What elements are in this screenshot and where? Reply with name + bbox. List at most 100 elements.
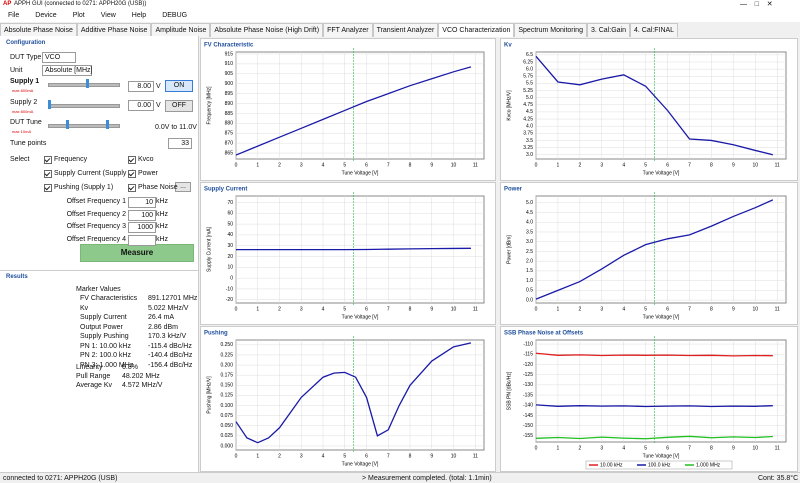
x-tick-label: 6 [666,445,669,451]
number-input[interactable]: 0.00 [128,100,154,111]
menu-item[interactable]: View [100,12,116,19]
x-tick-label: 2 [578,162,581,168]
label: DUT Type [10,54,42,61]
slider-thumb[interactable] [66,120,69,129]
dropdown[interactable]: Absolute [MHz] [42,65,92,76]
label: Offset Frequency 1 [66,198,126,205]
x-tick-label: 2 [578,445,581,451]
x-tick-label: 7 [387,453,390,459]
x-tick-label: 0 [535,445,538,451]
label: Tune points [10,140,47,147]
menu-item[interactable]: File [8,12,20,19]
number-input[interactable]: 10 [128,197,156,208]
slider[interactable] [48,104,120,108]
menu-item[interactable]: DEBUG [162,12,188,19]
range-slider[interactable] [48,124,120,128]
tab[interactable]: Spectrum Monitoring [514,23,587,37]
options-button[interactable]: ... [175,182,191,192]
plot-area [535,339,787,443]
y-axis-label: Power [dBm] [506,235,512,264]
toggle-button[interactable]: OFF [165,100,193,112]
y-tick-label: 895 [225,91,234,97]
menu-item[interactable]: Device [35,12,57,19]
unit: kHz [156,223,169,230]
y-tick-label: 5.0 [526,200,533,206]
tab[interactable]: 4. Cal:FINAL [630,23,679,37]
checkbox[interactable] [44,170,52,178]
panel-border [200,326,496,472]
number-input[interactable]: 33 [168,138,192,149]
result-label: PN 2: 100.0 kHz [80,352,131,359]
tab[interactable]: 3. Cal:Gain [586,23,630,37]
checkbox[interactable] [44,156,52,164]
x-tick-label: 10 [451,453,457,459]
label: Unit [10,67,23,74]
y-tick-label: 0.250 [220,342,233,348]
y-tick-label: 3.0 [526,152,533,158]
toggle-button[interactable]: ON [165,80,193,92]
y-tick-label: -20 [226,297,233,303]
y-tick-label: 60 [227,211,233,217]
tab-bar: Absolute Phase Noise Additive Phase Noise… [0,23,679,37]
result-value: -156.4 dBc/Hz [148,361,193,369]
y-tick-label: 6.25 [523,59,533,65]
chart-title: Kv [504,43,512,49]
y-tick-label: 870 [225,140,234,146]
y-tick-label: 2.5 [526,249,533,255]
tab[interactable]: FFT Analyzer [323,23,373,37]
app-icon: AP [3,1,12,7]
x-tick-label: 4 [622,445,625,451]
y-tick-label: 5.5 [526,81,533,87]
y-tick-label: 0.075 [220,413,233,419]
y-tick-label: 0.150 [220,383,233,389]
checkbox[interactable] [128,184,136,192]
menu-item[interactable]: Help [131,12,147,19]
x-tick-label: 6 [365,453,368,459]
title-bar: AP APPH GUI (connected to 0271: APPH20G … [0,0,800,10]
y-tick-label: 4.25 [523,116,533,122]
x-tick-label: 11 [473,162,478,168]
unit: V [156,83,161,90]
dropdown[interactable]: VCO [42,52,76,63]
x-tick-label: 8 [409,306,412,312]
checkbox[interactable] [128,156,136,164]
tab[interactable]: Additive Phase Noise [76,23,152,37]
series-line [535,55,773,156]
section-heading: Configuration [6,40,46,46]
result-label: PN 3: 1.000 MHz [80,361,134,369]
number-input[interactable]: 1000 [128,222,156,233]
measure-button[interactable]: Measure [80,244,194,262]
y-tick-label: 20 [227,254,233,260]
slider-thumb[interactable] [106,120,109,129]
y-tick-label: -130 [523,382,533,388]
checkbox[interactable] [128,170,136,178]
y-axis-label: Frequency [MHz] [206,86,212,125]
chart: Power 0.0 0.5 1.0 1.5 2.0 2.5 3.0 3.5 4.0 4.5 5.0 0 1… [500,182,798,325]
x-tick-label: 5 [343,306,346,312]
checkbox-label: Pushing (Supply 1) [54,184,114,191]
window-controls[interactable]: — □ ✕ [740,1,773,8]
checkbox[interactable] [44,184,52,192]
y-tick-label: 1.0 [526,278,533,284]
x-axis-label: Tune Voltage [V] [643,170,680,176]
number-input[interactable]: 8.00 [128,81,154,92]
number-input[interactable] [128,234,156,246]
slider-thumb[interactable] [48,100,51,109]
tab[interactable]: Absolute Phase Noise [0,23,77,37]
tab[interactable]: Absolute Phase Noise (High Drift) [210,23,324,37]
x-tick-label: 6 [365,162,368,168]
menu-item[interactable]: Plot [72,12,85,19]
result-value: -140.4 dBc/Hz [148,352,193,359]
series-line [235,342,472,444]
slider[interactable] [48,83,120,87]
x-tick-label: 6 [666,306,669,312]
number-input[interactable]: 100 [128,209,156,221]
x-tick-label: 9 [430,453,433,459]
y-tick-label: 0.000 [220,443,233,449]
label: Supply 2 [10,99,38,106]
tab[interactable]: Amplitude Noise [151,23,211,37]
tab[interactable]: VCO Characterization [438,23,515,37]
result-value: 26.4 mA [148,314,175,321]
slider-thumb[interactable] [86,79,89,88]
tab[interactable]: Transient Analyzer [372,23,439,37]
